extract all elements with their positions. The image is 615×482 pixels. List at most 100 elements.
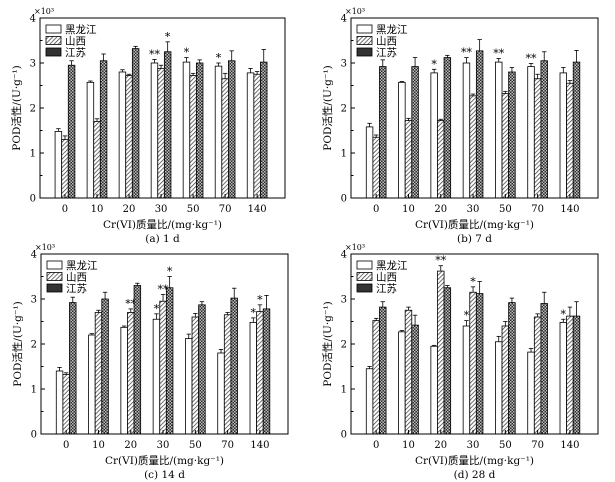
x-tick-label: 0 [63, 440, 69, 451]
x-tick-label: 30 [157, 440, 170, 451]
bar [253, 73, 261, 199]
bar [475, 293, 484, 435]
bar [540, 303, 548, 435]
y-tick-label: 4 [30, 14, 36, 25]
x-tick-label: 50 [187, 204, 200, 215]
bar [495, 61, 503, 199]
legend-label: 山西 [66, 272, 87, 284]
y-tick-label: 0 [341, 430, 347, 441]
legend-swatch [46, 260, 63, 270]
bar [508, 71, 516, 199]
x-tick-label: 0 [373, 204, 379, 215]
bar [437, 270, 445, 435]
significance-mark: ** [158, 283, 170, 296]
bar [462, 325, 471, 435]
legend-label: 黑龙江 [65, 23, 97, 36]
significance-mark: * [431, 58, 437, 71]
bar [501, 325, 510, 435]
bar [430, 72, 438, 199]
panel-caption: (d) 28 d [454, 469, 496, 481]
bar [88, 334, 96, 435]
legend-swatch [46, 272, 63, 281]
legend-swatch [45, 24, 62, 34]
y-tick-label: 0 [31, 430, 37, 441]
x-tick-label: 70 [531, 204, 544, 215]
panel-caption: (a) 1 d [145, 233, 180, 245]
bar [163, 51, 172, 199]
bar [198, 304, 206, 435]
x-tick-label: 50 [189, 440, 202, 451]
y-tick-label: 4 [341, 14, 347, 25]
bar [495, 341, 503, 435]
legend-label: 黑龙江 [66, 259, 98, 272]
bar [462, 62, 471, 199]
significance-mark: * [167, 265, 173, 278]
bar [501, 93, 510, 199]
bar [469, 95, 477, 199]
bar [527, 351, 535, 435]
legend-label: 山西 [376, 36, 397, 48]
bar [398, 81, 406, 199]
x-tick-label: 30 [467, 204, 480, 215]
bar [365, 126, 374, 199]
bar [228, 60, 236, 199]
legend-swatch [356, 260, 373, 270]
bar [379, 66, 387, 199]
y-tick-label: 2 [30, 104, 36, 115]
bar [566, 82, 574, 199]
y-tick-label: 3 [341, 59, 347, 70]
x-tick-label: 70 [219, 204, 232, 215]
x-tick-label: 0 [373, 440, 379, 451]
x-axis-title: Cr(VI)质量比/(mg·kg⁻¹) [103, 218, 222, 231]
legend-label: 江苏 [376, 282, 397, 295]
significance-mark: ** [149, 48, 161, 61]
bar [157, 68, 165, 199]
significance-mark: ** [435, 254, 447, 267]
bar [221, 78, 229, 199]
significance-mark: * [184, 46, 190, 59]
legend-label: 江苏 [66, 282, 87, 295]
bar [101, 298, 109, 435]
x-tick-label: 10 [402, 440, 415, 451]
bar [189, 75, 197, 199]
bar [365, 368, 374, 435]
legend-label: 江苏 [376, 46, 397, 59]
bar [69, 302, 77, 435]
bar [533, 316, 542, 435]
y-tick-label: 3 [30, 59, 36, 70]
bar [120, 326, 128, 435]
x-tick-label: 30 [155, 204, 168, 215]
y-tick-label: 1 [31, 385, 37, 396]
bar [195, 62, 204, 199]
bar [133, 285, 142, 435]
legend-swatch [356, 36, 373, 45]
significance-mark: * [154, 302, 160, 315]
legend-swatch [46, 283, 63, 293]
legend-label: 黑龙江 [376, 259, 408, 272]
y-tick-label: 1 [341, 149, 347, 160]
y-tick-label: 1 [341, 385, 347, 396]
x-tick-label: 20 [124, 440, 137, 451]
x-tick-label: 50 [499, 440, 512, 451]
bar [217, 352, 225, 435]
bar [398, 331, 406, 435]
legend-swatch [356, 272, 373, 281]
bar [527, 66, 535, 199]
significance-mark: * [216, 52, 222, 65]
y-tick-label: 4 [31, 250, 37, 261]
x-tick-label: 140 [250, 440, 269, 451]
significance-mark: * [251, 306, 257, 319]
bar [131, 48, 140, 199]
significance-mark: ** [493, 47, 505, 60]
significance-mark: ** [526, 52, 538, 65]
y-axis-title: POD活性/(U·g⁻¹) [321, 301, 334, 386]
bar [94, 312, 103, 435]
bar [437, 120, 445, 199]
x-tick-label: 140 [248, 204, 267, 215]
bar [182, 61, 191, 199]
significance-mark: * [561, 308, 567, 321]
